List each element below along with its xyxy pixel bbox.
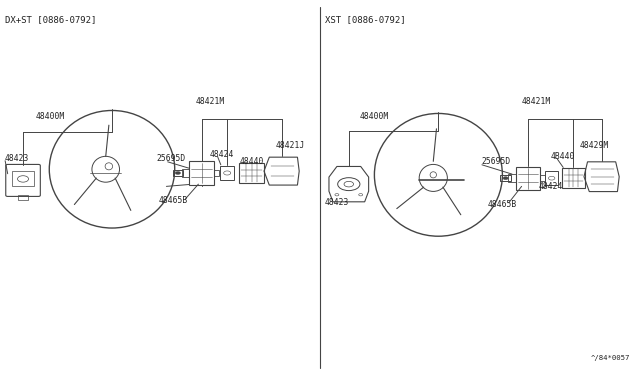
Text: 48400M: 48400M (360, 112, 389, 121)
Bar (19, 195, 28, 200)
Text: 48465B: 48465B (159, 196, 188, 205)
Circle shape (175, 171, 180, 174)
Bar (173, 170, 183, 176)
Text: 48465B: 48465B (488, 200, 517, 209)
Text: 25695D: 25695D (482, 157, 511, 166)
Text: DX+ST [0886-0792]: DX+ST [0886-0792] (5, 16, 97, 25)
Bar (189, 161, 214, 185)
Bar (508, 174, 516, 182)
Text: 48400M: 48400M (36, 112, 65, 121)
Bar (214, 170, 219, 176)
Bar (12, 171, 34, 186)
Text: 48424: 48424 (538, 182, 563, 190)
Text: 48421J: 48421J (275, 141, 305, 150)
Bar (562, 168, 585, 189)
Text: 48423: 48423 (5, 154, 29, 163)
Text: 48421M: 48421M (195, 97, 225, 106)
Text: ^/84*0057: ^/84*0057 (591, 355, 630, 361)
Text: 4B440: 4B440 (550, 153, 575, 161)
Text: 48421M: 48421M (522, 97, 551, 106)
Text: 48424: 48424 (210, 150, 234, 159)
Text: 25695D: 25695D (157, 154, 186, 163)
Bar (239, 163, 264, 183)
Bar (182, 169, 189, 177)
Text: 48423: 48423 (325, 198, 349, 207)
Bar (516, 167, 540, 190)
Bar (540, 175, 545, 181)
Text: XST [0886-0792]: XST [0886-0792] (325, 16, 406, 25)
Circle shape (503, 177, 508, 180)
Bar (500, 175, 511, 181)
Text: 48429M: 48429M (580, 141, 609, 150)
Bar (545, 171, 558, 185)
Bar (220, 166, 234, 180)
Text: 48440: 48440 (240, 157, 264, 166)
